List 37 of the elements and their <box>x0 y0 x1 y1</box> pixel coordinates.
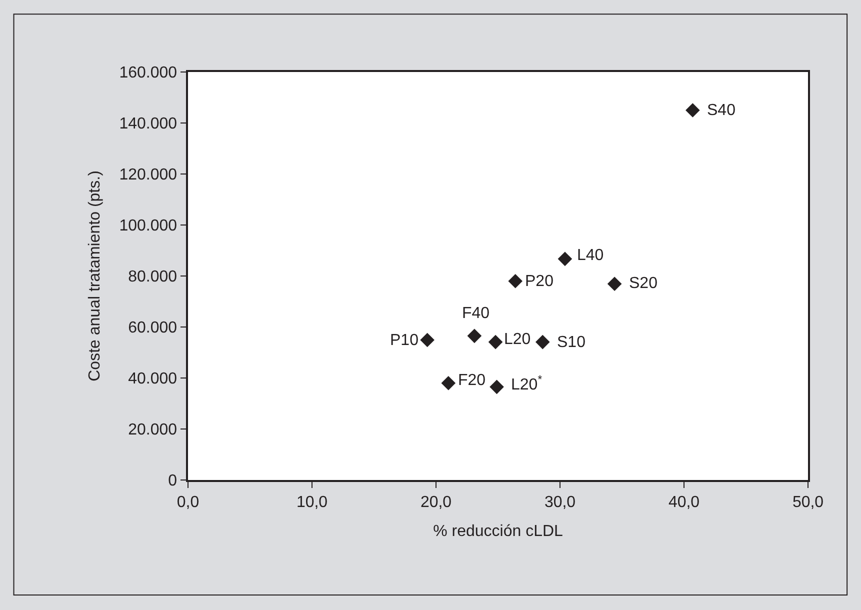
annotation: L40 <box>577 247 604 264</box>
y-tick-label: 100.000 <box>119 218 178 235</box>
y-tick-label: 20.000 <box>128 422 178 439</box>
y-tick-label: 80.000 <box>128 268 178 286</box>
point <box>488 334 503 350</box>
point <box>467 328 482 344</box>
point <box>441 376 456 390</box>
x-tick-label: 40,0 <box>668 494 700 511</box>
y-tick-label: 120.000 <box>119 166 178 184</box>
point <box>558 252 572 266</box>
y-axis-title: Coste anual tratamiento (pts.) <box>86 170 104 382</box>
y-tick-label: 40.000 <box>128 370 178 388</box>
x-tick-label: 10,0 <box>296 494 328 511</box>
annotation: L20$^{*}$ <box>511 374 543 394</box>
annotation: S10 <box>557 334 586 351</box>
annotation: P20 <box>525 273 554 290</box>
annotation: F40 <box>462 305 490 322</box>
x-tick-label: 20,0 <box>420 494 452 511</box>
point <box>490 380 504 394</box>
y-tick-label: 140.000 <box>119 116 178 133</box>
annotation: S20 <box>629 275 658 292</box>
point <box>535 334 550 350</box>
x-tick-label: 30,0 <box>544 494 576 511</box>
y-tick-label: 0 <box>168 472 178 490</box>
point <box>420 332 434 348</box>
annotation: S40 <box>707 102 736 119</box>
point <box>686 103 700 118</box>
x-tick-label: 50,0 <box>792 494 824 511</box>
x-tick-label: 0,0 <box>176 494 200 511</box>
y-tick-label: 160.000 <box>119 64 178 82</box>
x-axis-title: % reducción cLDL <box>433 523 564 540</box>
point <box>607 276 622 292</box>
point <box>508 274 523 288</box>
y-tick-label: 60.000 <box>128 320 178 337</box>
annotation: L20 <box>504 331 531 348</box>
annotation: P10 <box>390 332 419 349</box>
annotation: F20 <box>458 372 486 389</box>
